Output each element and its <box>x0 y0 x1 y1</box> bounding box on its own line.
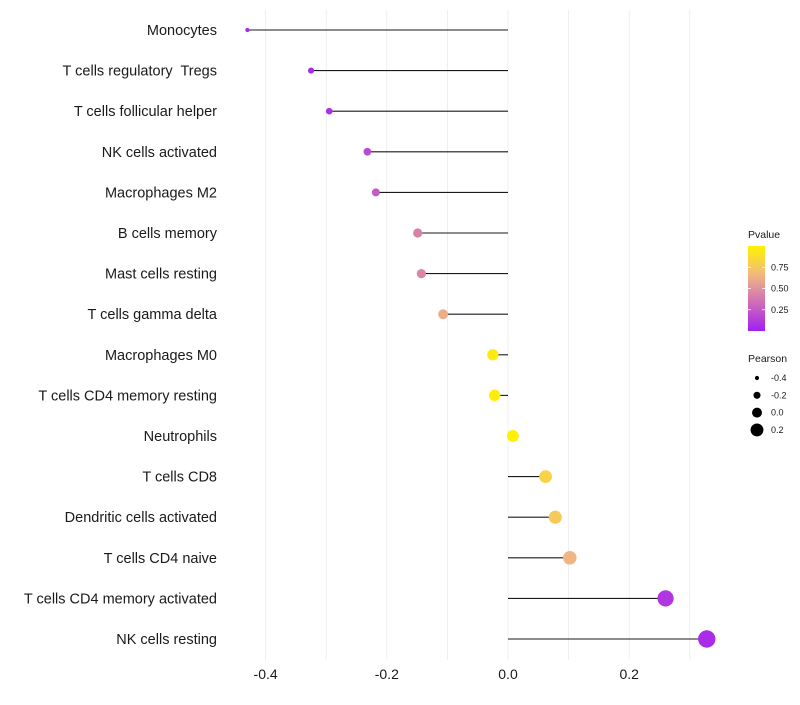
pearson-legend-title: Pearson <box>748 353 787 365</box>
lollipop-point <box>438 309 449 320</box>
category-label: T cells CD8 <box>142 470 217 486</box>
pearson-legend-key <box>750 423 764 437</box>
category-label: T cells CD4 memory resting <box>38 388 217 404</box>
category-label: T cells gamma delta <box>88 307 218 323</box>
lollipop-point <box>506 430 519 442</box>
pearson-legend-label: 0.0 <box>771 408 784 418</box>
category-label: T cells follicular helper <box>74 104 217 120</box>
lollipop-point <box>325 107 333 115</box>
category-label: NK cells activated <box>102 145 217 161</box>
lollipop-point <box>416 268 426 279</box>
stem-layer <box>247 29 707 640</box>
lollipop-point <box>548 510 562 524</box>
x-tick-label: 0.0 <box>498 666 518 682</box>
pearson-legend-label: -0.4 <box>771 373 787 383</box>
pearson-legend: Pearson -0.4 -0.2 0.0 0.2 <box>748 353 787 437</box>
lollipop-point <box>488 389 501 402</box>
pearson-legend-label: -0.2 <box>771 390 787 400</box>
category-label: Macrophages M0 <box>105 348 217 364</box>
lollipop-point <box>657 590 674 607</box>
category-label: Monocytes <box>147 23 217 39</box>
category-label: NK cells resting <box>116 632 217 648</box>
lollipop-point <box>698 630 716 648</box>
grid-layer <box>265 10 691 660</box>
pvalue-legend-title: Pvalue <box>748 229 780 241</box>
pvalue-legend: Pvalue 0.75 0.50 0.25 <box>748 229 789 331</box>
lollipop-point <box>563 551 577 565</box>
pvalue-legend-label: 0.75 <box>771 262 789 272</box>
lollipop-point <box>487 349 499 361</box>
lollipop-point <box>307 67 315 74</box>
lollipop-point <box>539 470 552 484</box>
category-label: Dendritic cells activated <box>65 510 217 526</box>
category-label: Macrophages M2 <box>105 185 217 201</box>
category-label: T cells CD4 memory activated <box>24 591 217 607</box>
lollipop-point <box>371 188 380 197</box>
pearson-legend-key <box>752 407 762 418</box>
pvalue-legend-label: 0.50 <box>771 284 789 294</box>
x-axis-ticks: -0.4 -0.2 0.0 0.2 <box>254 666 640 682</box>
category-label: T cells CD4 naive <box>104 551 217 567</box>
pvalue-colorbar <box>748 246 765 331</box>
category-label: B cells memory <box>118 226 218 242</box>
lollipop-point <box>363 147 372 156</box>
lollipop-point <box>413 228 423 238</box>
x-tick-label: -0.4 <box>254 666 278 682</box>
x-tick-label: 0.2 <box>619 666 639 682</box>
x-tick-label: -0.2 <box>375 666 399 682</box>
point-layer <box>245 27 716 648</box>
lollipop-point <box>245 27 250 33</box>
category-label: T cells regulatory Tregs <box>63 64 217 80</box>
pearson-legend-label: 0.2 <box>771 425 784 435</box>
category-label: Neutrophils <box>144 429 217 445</box>
category-label: Mast cells resting <box>105 267 217 283</box>
pearson-legend-key <box>753 391 761 399</box>
pvalue-legend-label: 0.25 <box>771 305 789 315</box>
category-labels: Monocytes T cells regulatory Tregs T cells… <box>24 23 218 648</box>
pearson-legend-key <box>754 375 760 381</box>
